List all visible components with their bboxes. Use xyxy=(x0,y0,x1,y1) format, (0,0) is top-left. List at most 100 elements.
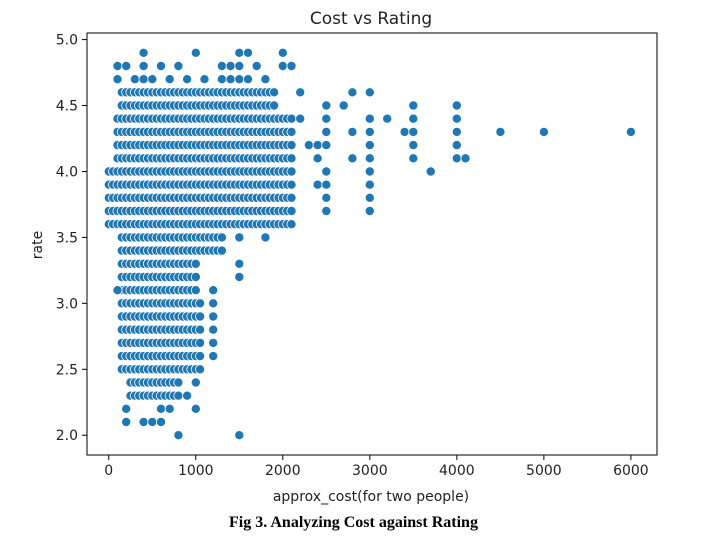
data-point xyxy=(408,113,419,124)
data-point xyxy=(286,219,297,230)
data-point xyxy=(190,47,201,58)
data-point xyxy=(138,47,149,58)
data-point xyxy=(364,205,375,216)
y-tick-label: 5.0 xyxy=(56,33,78,49)
data-point xyxy=(121,61,132,72)
data-point xyxy=(190,285,201,296)
data-point xyxy=(182,74,193,85)
x-tick-label: 5000 xyxy=(526,463,562,479)
data-point xyxy=(182,390,193,401)
data-point xyxy=(208,285,219,296)
data-point xyxy=(195,324,206,335)
y-tick-label: 4.5 xyxy=(56,99,78,115)
data-point xyxy=(295,87,306,98)
data-point xyxy=(321,140,332,151)
x-tick-label: 4000 xyxy=(439,463,475,479)
data-point xyxy=(286,153,297,164)
data-point xyxy=(451,140,462,151)
data-point xyxy=(173,377,184,388)
data-point xyxy=(112,74,123,85)
data-point xyxy=(364,87,375,98)
data-point xyxy=(399,126,410,137)
data-point xyxy=(208,337,219,348)
data-point xyxy=(138,416,149,427)
data-point xyxy=(173,390,184,401)
data-point xyxy=(408,140,419,151)
y-tick-label: 2.5 xyxy=(56,362,78,378)
x-tick-label: 2000 xyxy=(265,463,301,479)
data-point xyxy=(286,113,297,124)
data-point xyxy=(451,113,462,124)
data-point xyxy=(408,126,419,137)
plot-frame xyxy=(86,32,658,456)
data-point xyxy=(425,166,436,177)
data-point xyxy=(321,126,332,137)
y-tick-label: 3.0 xyxy=(56,296,78,312)
data-point xyxy=(234,61,245,72)
data-point xyxy=(625,126,636,137)
data-point xyxy=(190,403,201,414)
data-point xyxy=(195,364,206,375)
data-point xyxy=(121,416,132,427)
x-tick-label: 0 xyxy=(104,463,113,479)
data-point xyxy=(321,166,332,177)
data-point xyxy=(216,232,227,243)
data-point xyxy=(195,351,206,362)
data-point xyxy=(155,416,166,427)
data-point xyxy=(321,100,332,111)
x-tick-label: 1000 xyxy=(178,463,214,479)
data-point xyxy=(364,126,375,137)
data-point xyxy=(216,61,227,72)
points-layer xyxy=(103,47,636,441)
data-point xyxy=(234,47,245,58)
data-point xyxy=(286,61,297,72)
data-point xyxy=(112,61,123,72)
data-point xyxy=(251,61,262,72)
data-point xyxy=(173,61,184,72)
x-axis: 0 1000 2000 3000 4000 5000 6000 xyxy=(104,455,649,479)
y-tick-label: 4.0 xyxy=(56,164,78,180)
data-point xyxy=(155,61,166,72)
data-point xyxy=(234,232,245,243)
data-point xyxy=(451,126,462,137)
data-point xyxy=(225,61,236,72)
y-tick-label: 3.5 xyxy=(56,230,78,246)
data-point xyxy=(347,153,358,164)
data-point xyxy=(234,271,245,282)
data-point xyxy=(408,100,419,111)
y-axis: 2.0 2.5 3.0 3.5 4.0 4.5 5.0 xyxy=(56,33,87,444)
data-point xyxy=(295,113,306,124)
data-point xyxy=(208,311,219,322)
data-point xyxy=(190,377,201,388)
data-point xyxy=(208,298,219,309)
data-point xyxy=(112,285,123,296)
data-point xyxy=(451,153,462,164)
data-point xyxy=(321,113,332,124)
data-point xyxy=(347,87,358,98)
data-point xyxy=(147,416,158,427)
data-point xyxy=(164,403,175,414)
data-point xyxy=(460,153,471,164)
data-point xyxy=(208,351,219,362)
data-point xyxy=(190,258,201,269)
data-point xyxy=(321,192,332,203)
data-point xyxy=(242,74,253,85)
data-point xyxy=(286,205,297,216)
data-point xyxy=(173,430,184,441)
data-point xyxy=(364,140,375,151)
data-point xyxy=(495,126,506,137)
data-point xyxy=(538,126,549,137)
data-point xyxy=(195,311,206,322)
data-point xyxy=(286,179,297,190)
data-point xyxy=(364,113,375,124)
data-point xyxy=(347,126,358,137)
data-point xyxy=(234,74,245,85)
figure-caption: Fig 3. Analyzing Cost against Rating xyxy=(229,514,478,531)
data-point xyxy=(195,337,206,348)
data-point xyxy=(312,153,323,164)
data-point xyxy=(121,403,132,414)
scatter-chart: Cost vs Rating 0 1000 2000 3000 4000 5000 6000… xyxy=(30,9,658,505)
data-point xyxy=(364,179,375,190)
data-point xyxy=(242,47,253,58)
data-point xyxy=(286,140,297,151)
